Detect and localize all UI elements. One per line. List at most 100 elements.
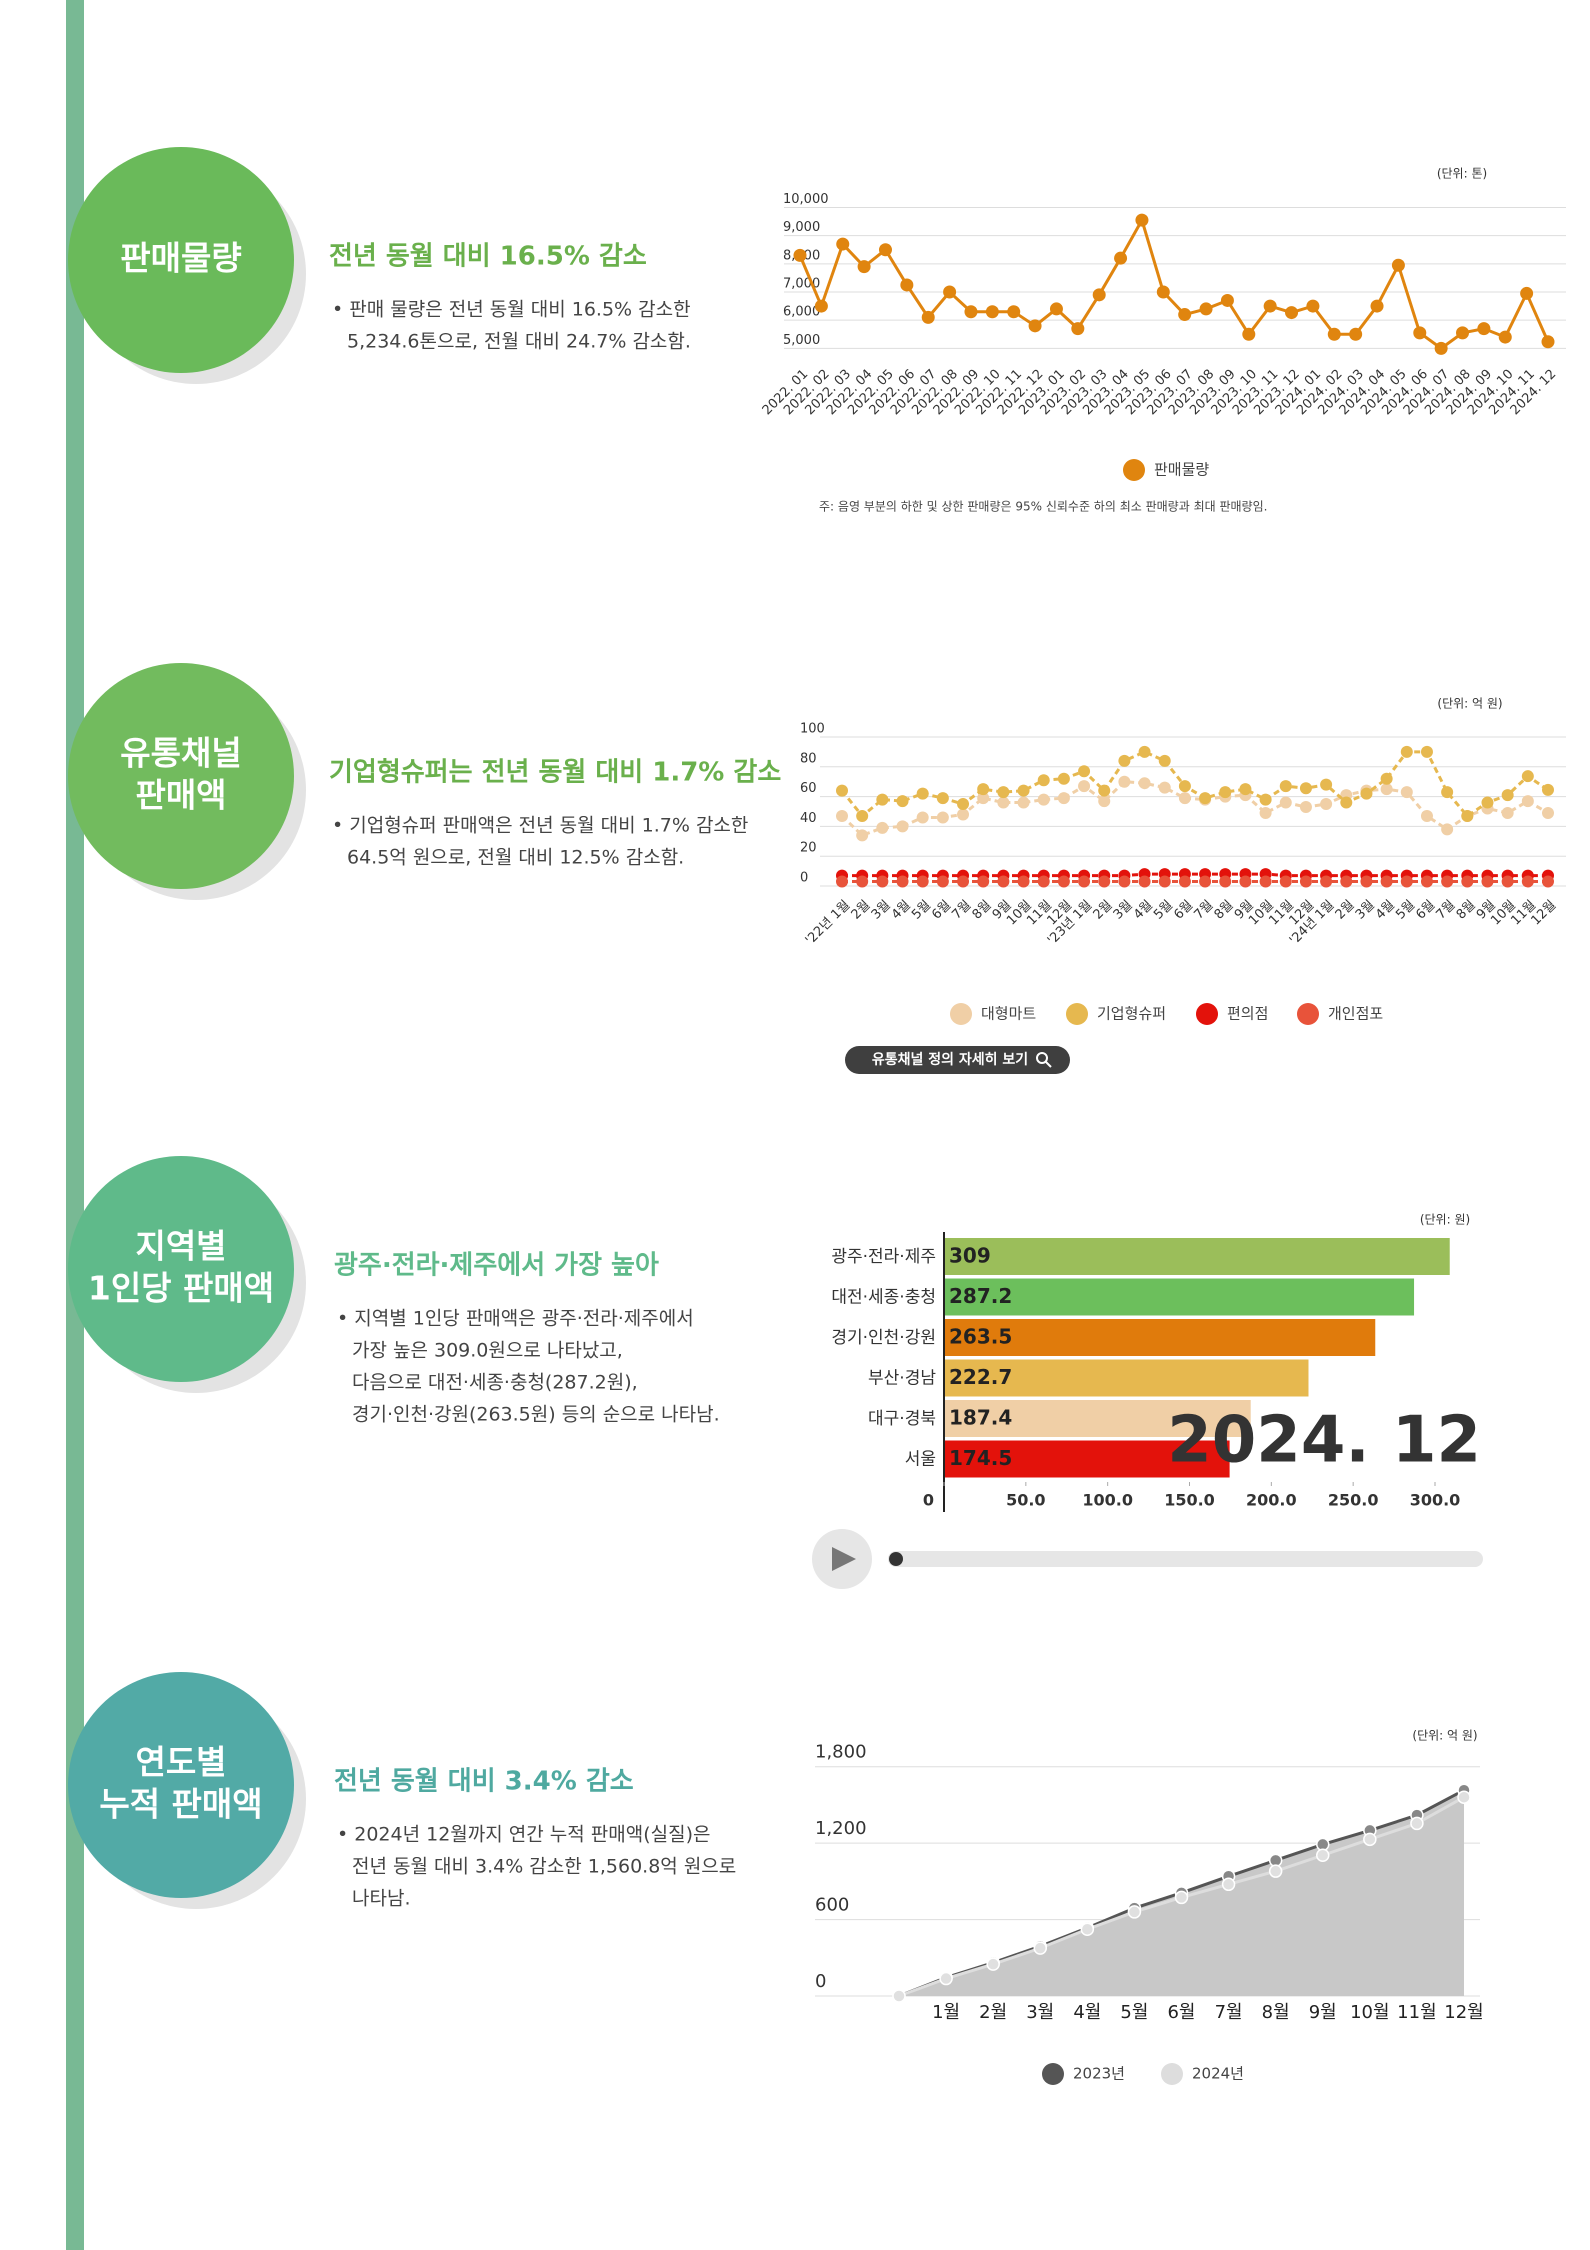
x-tick-label: '22년 1월: [803, 898, 854, 949]
headline: 전년 동월 대비 3.4% 감소: [334, 1767, 634, 1797]
x-tick-label: 150.0: [1164, 1491, 1215, 1510]
point: [1521, 875, 1534, 888]
body-text: 5,234.6톤으로, 전월 대비 24.7% 감소함.: [347, 331, 691, 353]
point: [1017, 875, 1030, 888]
point: [1457, 1790, 1471, 1804]
point: [1279, 796, 1292, 809]
point: [1158, 754, 1171, 767]
point: [1220, 293, 1234, 307]
x-tick-label: 9월: [1309, 2002, 1337, 2023]
point: [936, 792, 949, 805]
point: [1542, 806, 1554, 819]
y-tick-label: 1,800: [815, 1742, 867, 1763]
x-tick-label: 5월: [1120, 2002, 1148, 2023]
point: [1178, 875, 1191, 888]
point: [943, 285, 957, 299]
point: [986, 1957, 1000, 1971]
x-tick-label: 10월: [1350, 2002, 1389, 2023]
point: [1501, 789, 1514, 802]
y-tick-label: 6,000: [783, 305, 820, 320]
y-tick-label: 100: [800, 722, 825, 737]
bar-value: 222.7: [949, 1365, 1012, 1389]
body-text: • 지역별 1인당 판매액은 광주·전라·제주에서: [337, 1308, 694, 1330]
x-tick-label: 4월: [1073, 2002, 1101, 2023]
point: [1268, 1864, 1283, 1878]
point: [1441, 875, 1454, 888]
point: [856, 829, 869, 842]
search-icon: [1045, 1061, 1052, 1068]
y-tick-label: 0: [815, 1971, 826, 1992]
legend-swatch: [1066, 1003, 1088, 1025]
timeline-track[interactable]: [888, 1551, 1483, 1567]
point: [1279, 875, 1292, 888]
point: [1380, 772, 1393, 785]
point: [1092, 288, 1106, 302]
bar-value: 287.2: [949, 1284, 1012, 1308]
headline: 기업형슈퍼는 전년 동월 대비 1.7% 감소: [329, 758, 781, 788]
point: [997, 796, 1010, 809]
series-line: [840, 750, 1549, 819]
point: [1360, 787, 1373, 800]
point: [1178, 780, 1191, 793]
headline: 전년 동월 대비 16.5% 감소: [329, 242, 647, 272]
point: [1542, 875, 1554, 888]
point: [892, 1989, 906, 2003]
x-tick-label: 200.0: [1246, 1491, 1297, 1510]
detail-button-label[interactable]: 유통채널 정의 자세히 보기: [872, 1051, 1028, 1068]
point: [1017, 784, 1030, 797]
point: [1456, 326, 1470, 340]
point: [1078, 780, 1091, 793]
point: [1349, 327, 1363, 341]
point: [936, 875, 949, 888]
point: [1071, 322, 1085, 336]
point: [1057, 772, 1070, 785]
point: [1327, 327, 1341, 341]
point: [1340, 796, 1353, 809]
point: [1178, 792, 1191, 805]
point: [1017, 796, 1030, 809]
x-tick-label: 250.0: [1328, 1491, 1379, 1510]
point: [1340, 875, 1353, 888]
badge-text: 1인당 판매액: [88, 1269, 274, 1308]
badge: [68, 1672, 294, 1898]
badge-text: 유통채널: [120, 734, 241, 773]
point: [896, 875, 909, 888]
point: [1520, 286, 1534, 300]
y-tick-label: 10,000: [783, 192, 829, 207]
x-tick-label: 12월: [1444, 2002, 1483, 2023]
point: [939, 1971, 953, 1986]
point: [1057, 792, 1070, 805]
point: [1410, 1816, 1424, 1831]
category-label: 대구·경북: [868, 1409, 936, 1429]
legend-swatch: [1042, 2063, 1064, 2085]
body-text: 다음으로 대전·세종·충청(287.2원),: [352, 1372, 638, 1394]
point: [1239, 783, 1252, 796]
x-tick-label: 1월: [932, 2002, 960, 2023]
point: [1400, 875, 1413, 888]
point: [1320, 875, 1333, 888]
legend-label: 편의점: [1227, 1005, 1268, 1023]
legend-label: 판매물량: [1154, 461, 1209, 479]
point: [1320, 778, 1333, 791]
point: [1049, 302, 1063, 316]
body-text: • 판매 물량은 전년 동월 대비 16.5% 감소한: [332, 299, 691, 321]
x-tick-label: 7월: [1215, 2002, 1243, 2023]
badge: [68, 147, 294, 373]
bar: [944, 1238, 1450, 1275]
timeline-handle[interactable]: [889, 1552, 903, 1566]
unit-label: (단위: 억 원): [1412, 1729, 1477, 1743]
point: [1259, 806, 1272, 819]
point: [1037, 793, 1050, 806]
point: [977, 792, 990, 805]
y-tick-label: 60: [800, 781, 817, 796]
detail-button[interactable]: [845, 1046, 1070, 1074]
point: [1037, 774, 1050, 787]
point: [1114, 251, 1128, 265]
body-text: • 기업형슈퍼 판매액은 전년 동월 대비 1.7% 감소한: [332, 815, 748, 837]
point: [857, 260, 871, 274]
y-tick-label: 5,000: [783, 333, 820, 348]
bar-value: 187.4: [949, 1406, 1012, 1430]
bar: [944, 1440, 1230, 1478]
category-label: 광주·전라·제주: [831, 1247, 936, 1267]
